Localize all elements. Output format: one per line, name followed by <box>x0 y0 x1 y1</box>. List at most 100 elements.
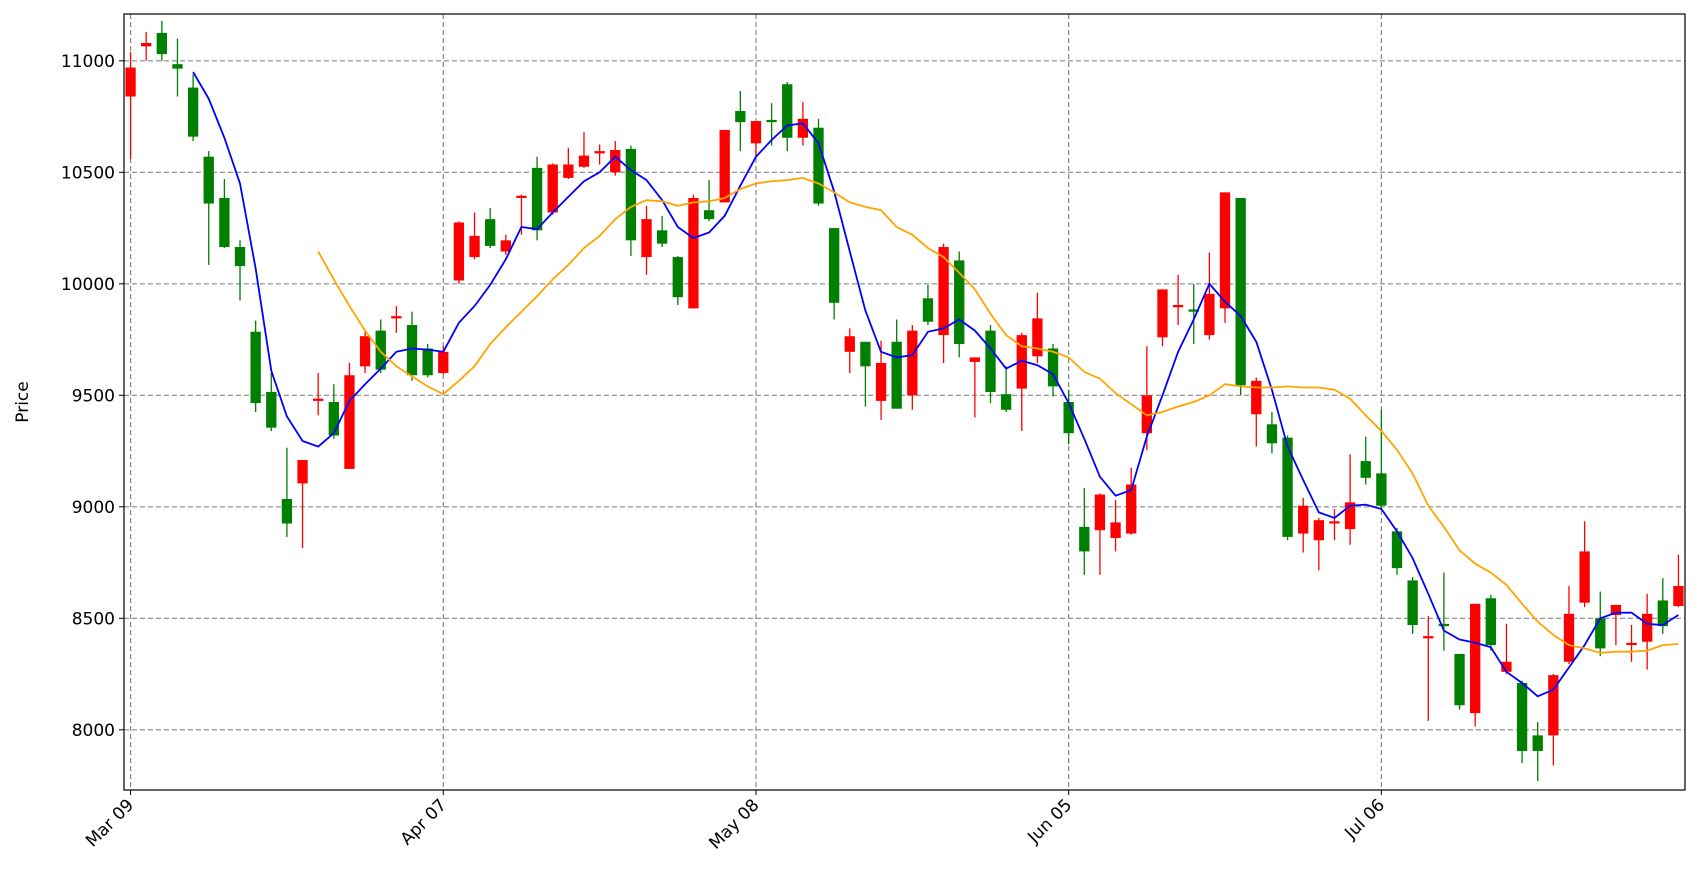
candle-body <box>735 111 746 123</box>
candle-body <box>1595 618 1606 649</box>
candle-body <box>297 459 308 484</box>
candle-body <box>1642 613 1653 642</box>
candle-body <box>1000 394 1012 410</box>
candle-body <box>1313 520 1324 541</box>
candle-body <box>1516 682 1528 751</box>
candle-body <box>219 197 230 248</box>
candle-body <box>1548 675 1559 736</box>
candle-body <box>1298 505 1309 534</box>
candle-body <box>1501 661 1512 672</box>
x-tick-label: May 08 <box>705 795 763 853</box>
candle-body <box>1579 551 1590 603</box>
y-tick-label: 9000 <box>72 498 115 518</box>
candle-body <box>1610 604 1622 615</box>
candle-body <box>828 228 840 303</box>
candle-body <box>422 348 433 376</box>
candle-body <box>750 121 762 144</box>
candle-body <box>563 164 574 178</box>
candle-body <box>1047 348 1059 387</box>
candle-body <box>1126 484 1137 534</box>
candle-body <box>1016 335 1027 389</box>
plot-frame <box>123 13 1686 791</box>
moving-average-line <box>192 71 1679 698</box>
candle-body <box>1376 473 1387 506</box>
x-tick-label: Jun 05 <box>1023 795 1076 848</box>
candle-body <box>813 127 824 204</box>
candle-body <box>1329 521 1340 524</box>
candle-body <box>469 235 480 258</box>
candle-body <box>250 331 261 404</box>
candle-body <box>125 67 136 97</box>
candle-body <box>1344 502 1356 530</box>
candle-body <box>641 219 652 258</box>
candle-body <box>531 167 543 231</box>
candle-body <box>1391 531 1403 569</box>
candle-body <box>1094 494 1106 531</box>
candle-body <box>1470 603 1481 714</box>
candle-body <box>141 42 152 47</box>
candle-body <box>1032 318 1043 357</box>
candle-body <box>1204 293 1215 336</box>
candle-body <box>844 336 855 352</box>
candle-body <box>1563 613 1575 662</box>
candle-body <box>1172 305 1184 308</box>
y-axis-label: Price <box>13 381 33 422</box>
candle-body <box>328 402 339 436</box>
candle-body <box>1188 309 1199 312</box>
candle-body <box>516 195 527 198</box>
candle-body <box>1266 424 1278 444</box>
candle-body <box>938 247 949 336</box>
candle-body <box>1673 585 1684 607</box>
candle-body <box>688 197 699 309</box>
moving-average-line <box>317 176 1679 654</box>
candle-body <box>172 64 183 69</box>
candle-body <box>1407 580 1418 625</box>
x-tick-label: Jul 06 <box>1340 795 1388 843</box>
candle-body <box>344 375 355 469</box>
y-tick-label: 10000 <box>61 275 115 295</box>
candle-body <box>703 210 715 220</box>
candle-body <box>907 330 918 396</box>
candle-body <box>656 230 668 244</box>
candle-body <box>719 129 730 203</box>
candle-body <box>1079 526 1090 552</box>
candle-body <box>187 87 199 137</box>
candle-body <box>547 164 558 213</box>
candle-body <box>1110 522 1121 539</box>
candle-body <box>485 219 496 246</box>
candle-body <box>1251 380 1262 415</box>
candle-body <box>359 336 371 367</box>
candle-body <box>625 148 637 241</box>
candle-body <box>391 316 402 319</box>
candle-body <box>1454 653 1465 706</box>
x-tick-label: Mar 09 <box>82 795 138 851</box>
candle-body <box>954 260 965 345</box>
candle-body <box>281 499 293 524</box>
candle-body <box>1235 197 1246 386</box>
candle-body <box>266 391 277 428</box>
candle-body <box>1485 598 1496 646</box>
candle-body <box>1438 623 1450 627</box>
candle-body <box>1360 461 1371 478</box>
candle-body <box>453 222 465 281</box>
candle-body <box>782 84 793 138</box>
candle-body <box>234 247 246 266</box>
y-tick-label: 11000 <box>61 52 115 72</box>
x-tick-label: Apr 07 <box>397 795 451 849</box>
candle-body <box>1282 437 1293 537</box>
y-tick-label: 8500 <box>72 609 115 629</box>
candle-body <box>797 118 809 138</box>
y-tick-label: 9500 <box>72 386 115 406</box>
candle-body <box>610 150 621 173</box>
candle-body <box>891 341 902 409</box>
candle-body <box>313 398 324 401</box>
candle-body <box>1157 289 1168 338</box>
candle-body <box>1063 402 1074 434</box>
candle-body <box>860 341 871 367</box>
candle-body <box>1423 636 1434 639</box>
candle-body <box>438 351 449 374</box>
candle-body <box>1219 192 1231 309</box>
candle-body <box>594 151 605 154</box>
